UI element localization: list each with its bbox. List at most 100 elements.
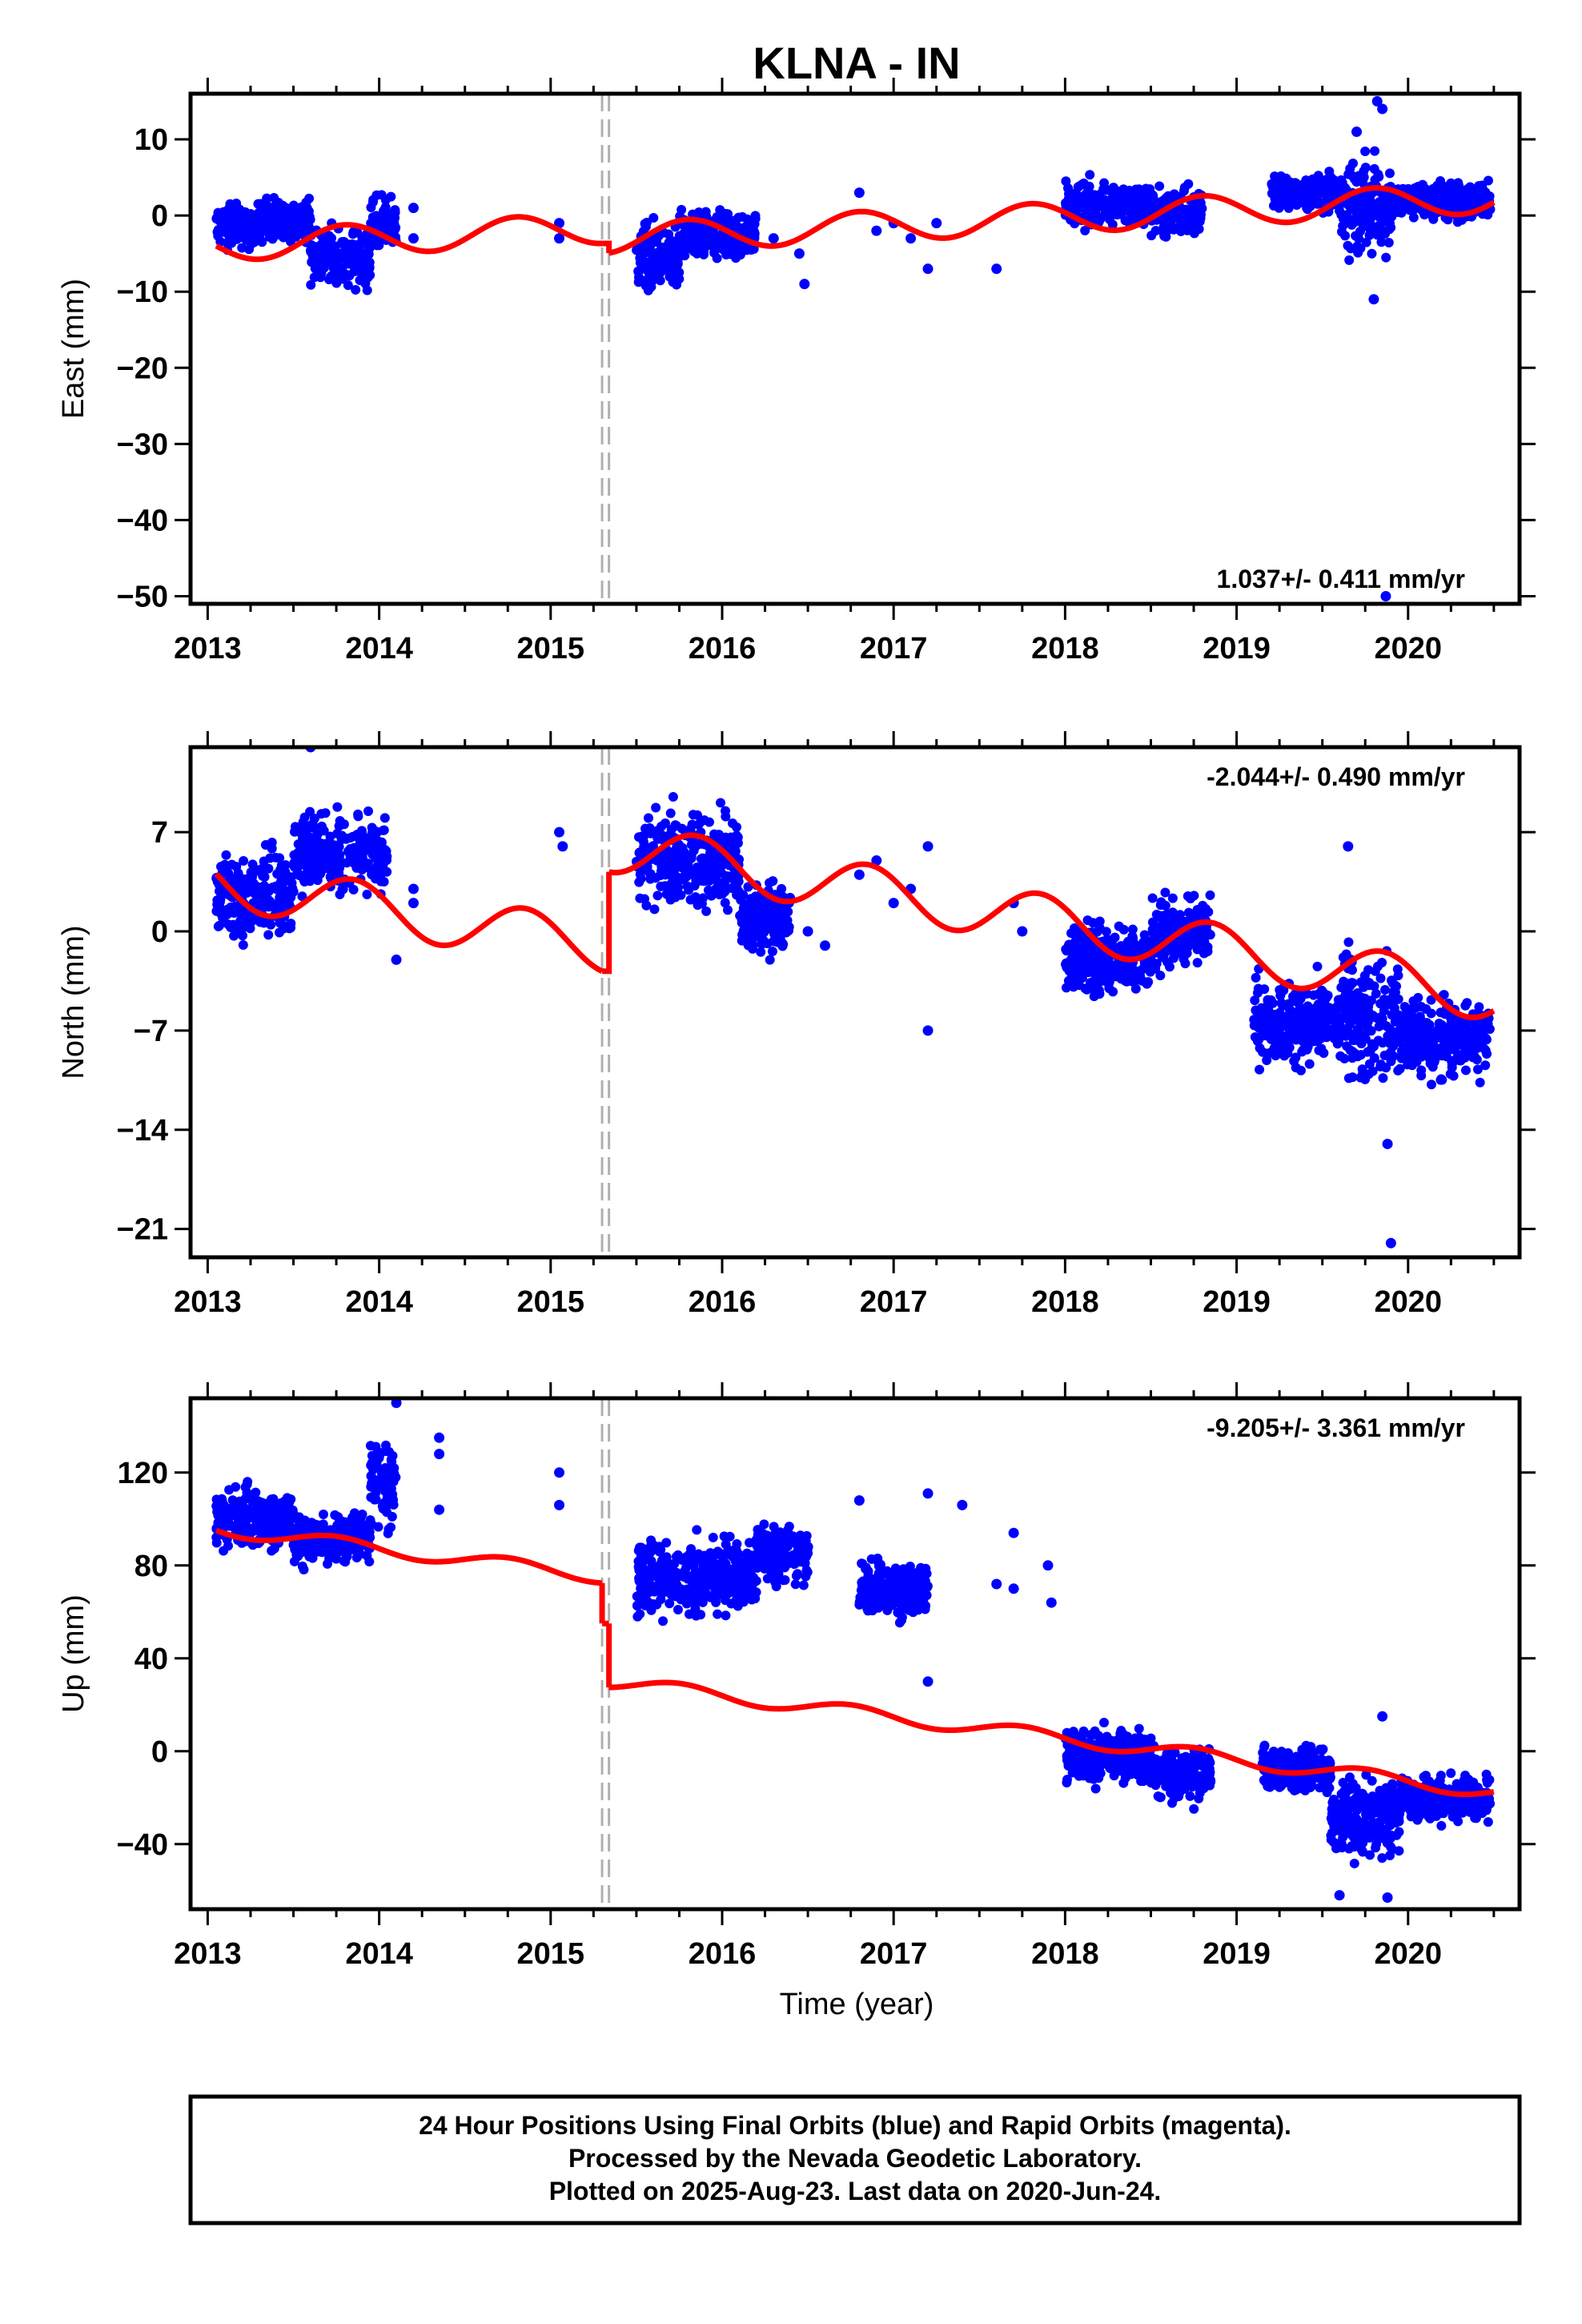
data-point [668,878,678,888]
data-point [1310,189,1320,199]
data-point [754,923,765,933]
data-point [216,862,227,872]
data-point [1127,935,1138,945]
data-point [1178,954,1189,964]
data-point [703,885,713,895]
data-point [1281,1031,1291,1042]
data-point [294,203,304,213]
data-point [1366,1026,1376,1036]
data-point [1442,1037,1452,1047]
data-point [689,839,700,850]
data-point [1074,961,1085,971]
data-point [922,1025,934,1036]
data-point [324,1554,335,1564]
data-point [276,211,287,222]
data-point [256,887,267,897]
data-point [721,250,732,260]
data-point [1483,175,1493,186]
data-point [1388,990,1399,1000]
data-point [297,891,307,902]
data-point [275,864,286,875]
y-tick-label: −7 [134,1015,168,1048]
data-point [1189,198,1199,208]
data-point [1318,1011,1328,1021]
data-point [408,203,419,214]
data-point [644,245,654,255]
data-point [306,279,316,290]
data-point [712,253,722,263]
x-tick-label: 2017 [860,1285,928,1319]
data-point [1278,1013,1288,1023]
data-point [1365,216,1375,227]
data-point [649,904,660,915]
data-point [1106,197,1117,207]
data-point [697,899,707,909]
y-tick-label: −40 [117,1828,168,1862]
data-point [1407,1060,1417,1071]
data-point [648,213,659,223]
data-point [1389,979,1399,990]
data-point [1426,995,1436,1005]
data-point [690,240,701,251]
data-point [1332,1039,1343,1049]
data-point [768,233,779,244]
data-point [310,847,320,858]
data-point [1374,1021,1384,1031]
data-point [343,280,353,291]
data-point [666,889,677,899]
data-point [1421,1034,1431,1044]
panel-3: 2013 2014 2015 2016 2017 2018 2019 202012080400… [57,1382,1536,1971]
data-point [1158,947,1168,958]
data-point [1017,926,1028,937]
panel-2: 2013 2014 2015 2016 2017 2018 2019 202070−7−14−… [57,731,1536,1319]
data-point [310,1538,320,1549]
data-point [1139,958,1150,968]
data-point [1154,922,1165,932]
data-point [1179,183,1190,193]
data-point [1375,973,1386,983]
data-point [1080,225,1090,235]
data-point [288,887,299,897]
data-point [1266,1029,1276,1039]
data-point [1347,199,1358,210]
data-point [1399,1042,1409,1052]
data-point [799,279,810,290]
data-point [1114,921,1124,931]
data-point [1263,1003,1274,1014]
data-point [1304,1059,1315,1069]
y-tick-label: 7 [151,816,168,850]
data-point [243,230,254,240]
data-point [258,218,268,228]
panel-1: 2013 2014 2015 2016 2017 2018 2019 2020100−10−2… [57,78,1536,665]
data-point [256,1498,267,1508]
data-point [1151,959,1162,969]
data-point [316,809,327,819]
data-point [1160,928,1170,939]
data-point [732,822,742,832]
data-point [802,926,813,937]
data-point [357,865,367,875]
data-point [1085,170,1095,180]
data-point [557,841,568,852]
data-point [1336,183,1347,194]
x-tick-label: 2013 [174,1937,242,1971]
data-point [326,233,336,243]
data-point [237,876,247,887]
data-point [352,227,363,238]
data-point [1367,1039,1377,1049]
data-point [356,826,367,836]
data-point [332,802,343,812]
data-point [695,863,705,874]
data-point [1360,146,1371,156]
data-point [1202,944,1212,955]
data-point [370,214,380,224]
data-point [1357,1064,1367,1075]
data-point [1313,989,1323,999]
y-tick-label: 0 [151,915,168,949]
data-point [651,802,661,813]
data-point [255,229,265,239]
data-point [1383,238,1394,248]
y-axis-label: East (mm) [57,279,90,419]
data-point [1283,203,1294,213]
data-point [280,1503,291,1514]
